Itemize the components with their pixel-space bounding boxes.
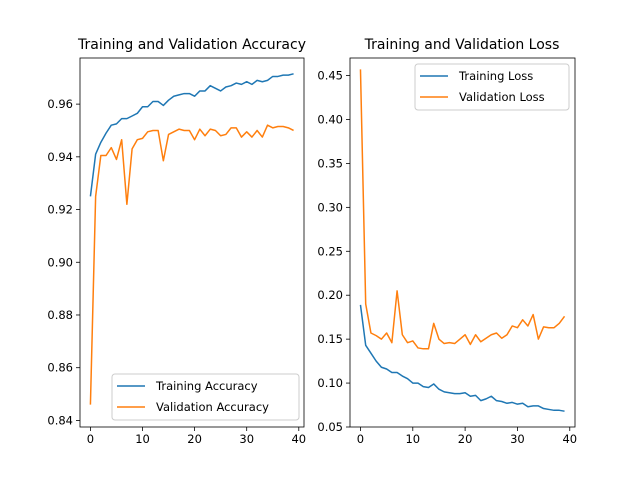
accuracy-x-tick-label: 10: [135, 432, 150, 446]
accuracy-y-tick-label: 0.88: [47, 308, 73, 322]
loss-y-tick-label: 0.35: [317, 156, 343, 170]
accuracy-legend-label: Training Accuracy: [155, 379, 258, 393]
accuracy-y-tick-label: 0.96: [47, 97, 73, 111]
accuracy-x-tick-label: 0: [87, 432, 94, 446]
loss-y-tick-label: 0.10: [317, 376, 343, 390]
accuracy-series-line-validation-accuracy: [89, 124, 294, 405]
loss-y-tick-label: 0.20: [317, 288, 343, 302]
loss-panel: Training and Validation Loss 0 10 20 30 40 0.…: [317, 37, 577, 446]
loss-y-tick-label: 0.30: [317, 200, 343, 214]
accuracy-chart-title: Training and Validation Accuracy: [77, 37, 306, 53]
loss-legend-box: [414, 63, 570, 111]
loss-legend-label: Validation Loss: [459, 90, 545, 104]
loss-series-line-validation-loss: [359, 69, 566, 350]
loss-y-tick-label: 0.05: [317, 420, 343, 434]
accuracy-y-tick-label: 0.90: [47, 255, 73, 269]
accuracy-x-tick-label: 20: [187, 432, 202, 446]
accuracy-y-tick-label: 0.92: [47, 203, 73, 217]
accuracy-x-tick-label: 30: [239, 432, 254, 446]
accuracy-legend-box: [111, 373, 300, 421]
loss-y-tick-label: 0.25: [317, 244, 343, 258]
accuracy-x-tick-label: 40: [291, 432, 306, 446]
loss-x-tick-label: 30: [510, 432, 525, 446]
loss-chart-title: Training and Validation Loss: [364, 37, 560, 53]
loss-x-tick-label: 0: [357, 432, 364, 446]
loss-x-tick-label: 20: [458, 432, 473, 446]
accuracy-y-tick-label: 0.94: [47, 150, 73, 164]
accuracy-y-tick-label: 0.86: [47, 361, 73, 375]
accuracy-axes-frame: [79, 57, 305, 428]
loss-y-tick-label: 0.40: [317, 113, 343, 127]
loss-series-line-training-loss: [359, 304, 565, 412]
loss-axes-frame: [349, 57, 576, 428]
accuracy-series-line-training-accuracy: [89, 73, 294, 197]
loss-legend: Training Loss Validation Loss: [414, 63, 570, 111]
loss-legend-label: Training Loss: [458, 69, 533, 83]
accuracy-legend-label: Validation Accuracy: [156, 400, 269, 414]
loss-y-tick-label: 0.45: [317, 69, 343, 83]
accuracy-y-tick-label: 0.84: [47, 413, 73, 427]
loss-x-tick-label: 10: [405, 432, 420, 446]
loss-y-tick-label: 0.15: [317, 332, 343, 346]
accuracy-legend: Training Accuracy Validation Accuracy: [111, 373, 300, 421]
accuracy-panel: Training and Validation Accuracy 0 10 20 30…: [47, 37, 306, 446]
loss-x-tick-label: 40: [562, 432, 577, 446]
